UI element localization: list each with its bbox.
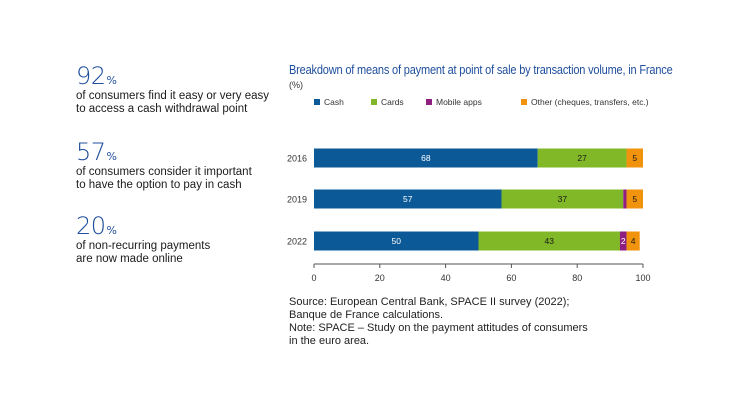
bar-segment: [626, 148, 643, 168]
x-tick-label: 20: [375, 273, 385, 283]
legend-label: Other (cheques, transfers, etc.): [531, 97, 649, 107]
stat-description-line: to have the option to pay in cash: [76, 179, 242, 191]
legend-label: Mobile apps: [436, 97, 482, 107]
stat-figure: 57%: [76, 140, 286, 164]
stat-description-line: of consumers find it easy or very easy: [76, 90, 270, 102]
bar-segment: [626, 189, 643, 209]
source-note: Source: European Central Bank, SPACE II …: [289, 296, 629, 348]
legend-swatch: [426, 99, 432, 105]
bar-segment: [623, 189, 627, 209]
stat-description: of consumers consider it important to ha…: [76, 166, 286, 192]
category-label: 2019: [287, 195, 307, 205]
source-line: Source: European Central Bank, SPACE II …: [289, 296, 570, 308]
x-tick-label: 60: [506, 273, 516, 283]
stat-description: of non-recurring payments are now made o…: [76, 240, 286, 266]
bar-segment: [501, 189, 624, 209]
data-label: 43: [545, 236, 555, 246]
stat-description-line: to access a cash withdrawal point: [76, 103, 248, 115]
bar-segment: [314, 148, 538, 168]
bar-segment: [314, 231, 479, 251]
data-label: 57: [403, 194, 413, 204]
stat-unit: %: [106, 150, 117, 163]
stat-description-line: of non-recurring payments: [76, 240, 211, 252]
x-tick-label: 80: [572, 273, 582, 283]
bar-segment: [619, 231, 627, 251]
stat-description-line: of consumers consider it important: [76, 166, 252, 178]
x-tick-label: 40: [441, 273, 451, 283]
bar-segment: [626, 231, 640, 251]
stat-block: 92% of consumers find it easy or very ea…: [76, 64, 286, 116]
legend-label: Cards: [381, 97, 404, 107]
stat-unit: %: [106, 224, 117, 237]
stat-figure: 20%: [76, 214, 286, 238]
data-label: 5: [632, 194, 637, 204]
source-line: in the euro area.: [289, 335, 370, 347]
legend-swatch: [314, 99, 320, 105]
legend-swatch: [521, 99, 527, 105]
bar-segment: [537, 148, 627, 168]
stat-unit: %: [106, 74, 117, 87]
x-tick-label: 0: [311, 273, 316, 283]
bar-segment: [478, 231, 620, 251]
category-label: 2016: [287, 154, 307, 164]
chart-unit-label: (%): [289, 80, 303, 90]
x-tick-label: 100: [635, 273, 650, 283]
data-label: 5: [632, 153, 637, 163]
source-line: Note: SPACE – Study on the payment attit…: [289, 322, 588, 334]
source-line: Banque de France calculations.: [289, 309, 444, 321]
stat-description: of consumers find it easy or very easy t…: [76, 90, 286, 116]
data-label: 50: [392, 236, 402, 246]
stat-description-line: are now made online: [76, 253, 183, 265]
data-label: 2: [621, 236, 626, 246]
stat-value: 57: [76, 138, 106, 166]
stat-value: 92: [76, 62, 106, 90]
chart-title: Breakdown of means of payment at point o…: [289, 63, 673, 77]
bar-segment: [314, 189, 502, 209]
data-label: 37: [558, 194, 568, 204]
legend-label: Cash: [324, 97, 344, 107]
stat-figure: 92%: [76, 64, 286, 88]
stat-block: 57% of consumers consider it important t…: [76, 140, 286, 192]
data-label: 27: [577, 153, 587, 163]
data-label: 68: [421, 153, 431, 163]
legend-swatch: [371, 99, 377, 105]
stat-block: 20% of non-recurring payments are now ma…: [76, 214, 286, 266]
data-label: 4: [631, 236, 636, 246]
category-label: 2022: [287, 237, 307, 247]
stat-value: 20: [76, 212, 106, 240]
